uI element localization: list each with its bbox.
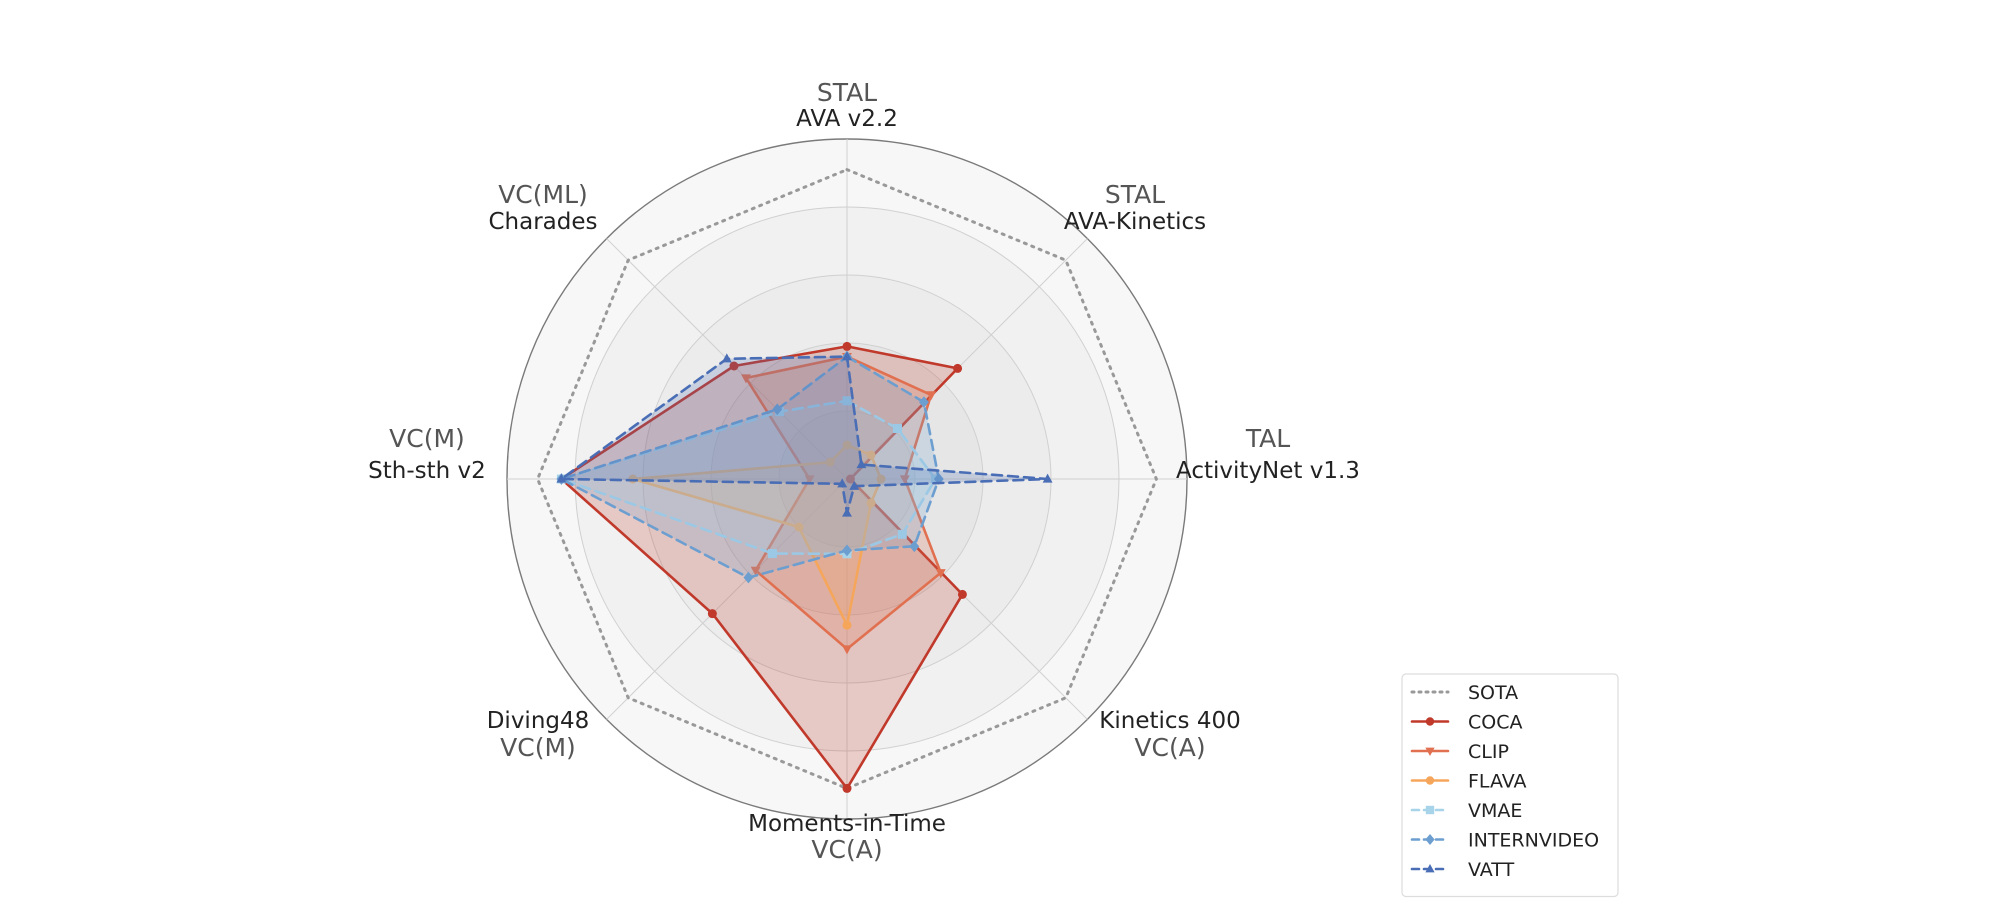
data-point xyxy=(707,609,717,619)
axis-dataset-label: Sth-sth v2 xyxy=(368,458,486,484)
axis-task-label: TAL xyxy=(1245,424,1290,453)
axis-dataset-label: ActivityNet v1.3 xyxy=(1176,458,1360,484)
data-point xyxy=(897,529,907,539)
data-point xyxy=(804,475,815,485)
data-point xyxy=(842,341,852,351)
data-point xyxy=(741,374,751,384)
data-point xyxy=(866,498,876,508)
axis-task-label: VC(ML) xyxy=(498,180,588,209)
data-point xyxy=(556,473,567,483)
data-point xyxy=(842,440,852,450)
legend-label: VMAE xyxy=(1468,800,1522,822)
legend: SOTA COCA CLIP FLAVA VMAE INTERNVIDEO VATT xyxy=(1401,673,1619,898)
data-point xyxy=(892,424,902,434)
grid-spoke xyxy=(846,238,1088,480)
series-area xyxy=(632,445,881,626)
data-point xyxy=(767,549,777,559)
axis-task-label: VC(M) xyxy=(389,424,465,453)
axis-task-label: STAL xyxy=(1105,180,1165,209)
data-point xyxy=(1425,834,1435,845)
data-point xyxy=(842,783,852,793)
series-flava xyxy=(628,440,886,630)
axis-dataset-label: Charades xyxy=(488,209,597,235)
legend-label: VATT xyxy=(1468,859,1515,881)
data-point xyxy=(899,475,910,485)
series-vatt xyxy=(556,351,1053,517)
data-point xyxy=(842,351,852,361)
axis-dataset-label: Moments-in-Time xyxy=(748,811,946,837)
data-point xyxy=(772,403,783,416)
legend-label: FLAVA xyxy=(1468,771,1527,793)
data-point xyxy=(842,544,852,557)
data-point xyxy=(845,474,855,484)
data-point xyxy=(825,457,835,467)
data-point xyxy=(842,645,852,655)
axis-dataset-label: AVA-Kinetics xyxy=(1064,209,1206,235)
series-area xyxy=(561,400,936,554)
data-point xyxy=(1042,473,1053,483)
data-point xyxy=(794,522,804,532)
axis-dataset-label: Diving48 xyxy=(487,708,590,734)
data-point xyxy=(842,507,852,517)
legend-label: CLIP xyxy=(1468,741,1509,763)
data-point xyxy=(856,459,867,469)
series-area xyxy=(561,356,1048,513)
data-point xyxy=(849,480,860,490)
data-point xyxy=(866,450,876,460)
series-area xyxy=(746,356,941,649)
data-point xyxy=(876,474,886,484)
data-point xyxy=(933,473,944,485)
legend-label: COCA xyxy=(1468,712,1523,734)
legend-label: INTERNVIDEO xyxy=(1468,830,1599,852)
grid-spoke xyxy=(846,478,1088,720)
axis-task-label: STAL xyxy=(817,78,877,107)
data-point xyxy=(935,569,946,579)
axis-task-label: VC(M) xyxy=(500,733,576,762)
axis-dataset-label: AVA v2.2 xyxy=(796,106,898,132)
data-point xyxy=(837,478,848,488)
legend-label: SOTA xyxy=(1468,682,1518,704)
data-point xyxy=(1425,805,1435,815)
axis-task-label: VC(A) xyxy=(1134,733,1205,762)
data-point xyxy=(1425,717,1435,726)
data-point xyxy=(842,620,852,630)
radar-series xyxy=(536,168,1158,793)
axis-dataset-label: Kinetics 400 xyxy=(1099,708,1240,734)
data-point xyxy=(957,589,967,599)
series-area xyxy=(561,346,963,789)
axis-task-label: VC(A) xyxy=(811,835,882,864)
data-point xyxy=(1425,776,1435,785)
data-point xyxy=(953,363,963,373)
data-point xyxy=(918,396,929,408)
data-point xyxy=(1425,863,1435,873)
data-point xyxy=(842,396,852,406)
grid-spoke xyxy=(606,478,848,720)
data-point xyxy=(743,571,754,584)
legend-box xyxy=(1401,673,1619,898)
data-point xyxy=(729,361,739,371)
series-area xyxy=(561,356,939,578)
data-point xyxy=(1425,747,1435,757)
data-point xyxy=(721,353,732,363)
data-point xyxy=(926,391,937,401)
data-point xyxy=(750,566,761,576)
data-point xyxy=(909,540,920,553)
